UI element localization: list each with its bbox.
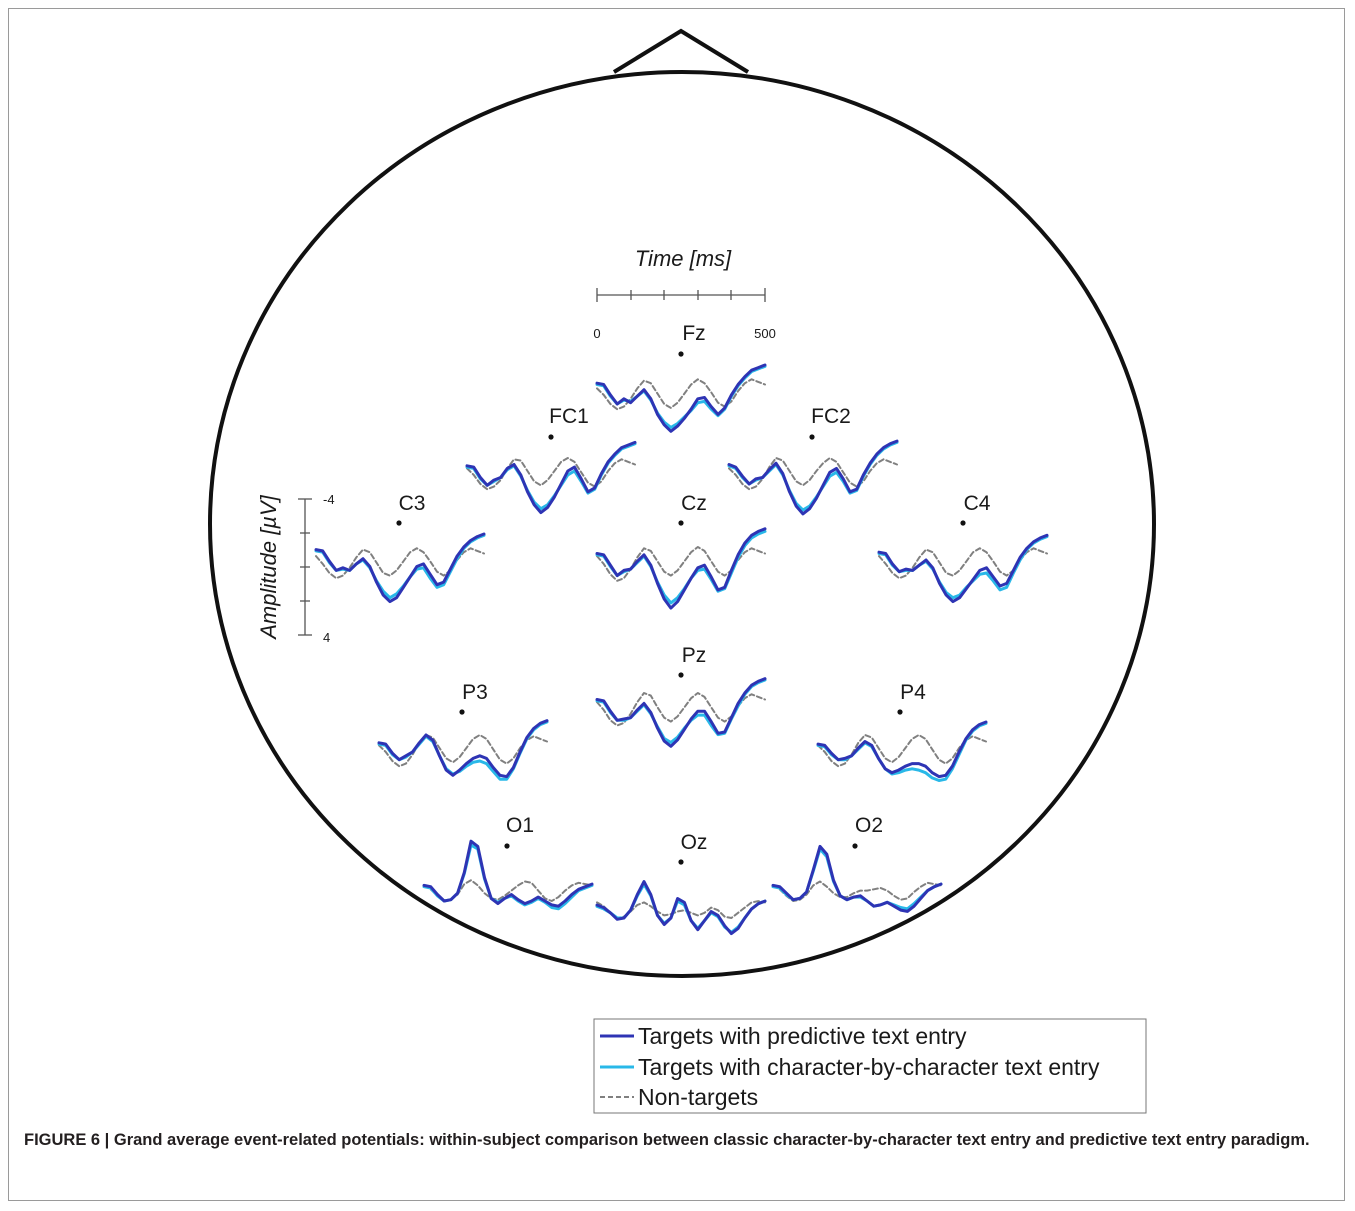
erp-trace-fc2-nontargets [728,457,898,491]
time-scale-tick-start: 0 [593,326,600,341]
electrode-marker-p3 [459,709,465,715]
channel-panel-cz: Cz [595,492,767,610]
electrode-label-p3: P3 [462,681,488,704]
erp-trace-p4-nontargets [817,734,987,768]
erp-trace-o1-predictive [422,839,594,908]
erp-trace-p3-nontargets [378,734,548,768]
time-scale-bar [596,288,766,302]
amplitude-scale-bar [298,498,312,636]
electrode-label-c3: C3 [399,492,426,515]
channel-panel-c3: C3 [314,492,486,604]
electrode-label-o1: O1 [506,814,534,837]
erp-trace-fz-nontargets [596,378,766,411]
erp-trace-fc1-predictive [465,440,637,515]
figure-frame [8,8,1345,1201]
channel-panel-p3: P3 [377,681,549,781]
channel-panel-fc2: FC2 [727,405,899,516]
electrode-label-fc2: FC2 [811,405,851,428]
electrode-label-o2: O2 [855,814,883,837]
erp-trace-oz-predictive [595,880,767,936]
erp-topographic-figure: Time [ms] 0 500 -4 4 Amplitude [µV] Fz FC… [208,28,1156,1114]
erp-trace-c4-predictive [877,533,1049,604]
electrode-marker-fc1 [548,434,554,440]
erp-trace-c3-predictive [314,532,486,604]
electrode-label-fc1: FC1 [549,405,589,428]
erp-trace-p4-predictive [816,720,988,779]
electrode-marker-fz [678,351,684,357]
legend-label-nontargets: Non-targets [638,1084,758,1110]
electrode-label-c4: C4 [964,492,991,515]
legend: Targets with predictive text entry Targe… [593,1018,1147,1114]
erp-trace-cz-predictive [595,527,767,610]
channel-panel-oz: Oz [595,831,767,936]
electrode-marker-fc2 [809,434,815,440]
erp-trace-c4-nontargets [878,547,1048,580]
electrode-marker-c4 [960,520,966,526]
time-axis-label: Time [ms] [635,246,732,271]
electrode-marker-o2 [852,843,858,849]
legend-label-character: Targets with character-by-character text… [638,1054,1100,1080]
electrode-marker-o1 [504,843,510,849]
amplitude-scale-tick-top: -4 [323,492,335,507]
channel-panel-fc1: FC1 [465,405,637,515]
channel-panel-o2: O2 [771,814,943,913]
electrode-label-fz: Fz [682,322,705,345]
erp-trace-p3-predictive [377,719,549,779]
amplitude-axis-label: Amplitude [µV] [256,494,281,640]
legend-box [593,1018,1147,1114]
erp-trace-fz-predictive [595,363,767,433]
erp-trace-c3-nontargets [315,547,485,580]
nose-outline [612,28,750,74]
legend-label-predictive: Targets with predictive text entry [638,1023,967,1049]
time-scale-tick-end: 500 [754,326,776,341]
channel-panel-pz: Pz [595,644,767,748]
erp-trace-fc2-predictive [727,439,899,516]
channel-panels: Fz FC1 FC2 C3 Cz C4 Pz P3 P4 O1 Oz O2 [314,322,1049,936]
channel-panel-fz: Fz [595,322,767,433]
erp-trace-o2-predictive [771,844,943,913]
electrode-marker-pz [678,672,684,678]
channel-panel-o1: O1 [422,814,594,911]
electrode-label-cz: Cz [681,492,707,515]
electrode-marker-cz [678,520,684,526]
electrode-label-oz: Oz [681,831,708,854]
erp-trace-fc1-nontargets [466,457,636,491]
amplitude-scale-tick-bottom: 4 [323,630,330,645]
channel-panel-c4: C4 [877,492,1049,604]
figure-caption: FIGURE 6 | Grand average event-related p… [24,1131,1310,1149]
head-outline [208,70,1156,978]
channel-panel-p4: P4 [816,681,988,782]
electrode-marker-p4 [897,709,903,715]
electrode-marker-c3 [396,520,402,526]
electrode-label-pz: Pz [682,644,707,667]
electrode-marker-oz [678,859,684,865]
erp-trace-pz-predictive [595,677,767,748]
electrode-label-p4: P4 [900,681,926,704]
